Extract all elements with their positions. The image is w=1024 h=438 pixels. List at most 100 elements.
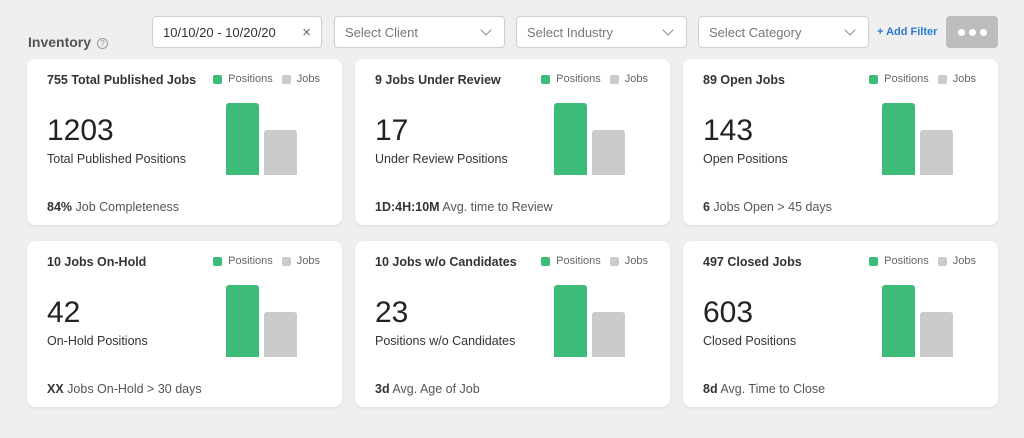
jobs-bar <box>592 312 625 357</box>
header: Inventory ? <box>28 34 109 50</box>
metric-card[interactable]: 497 Closed Jobs Positions Jobs 603 Close… <box>683 241 998 407</box>
card-title: 755 Total Published Jobs <box>47 73 197 87</box>
metric-value: 143 <box>703 114 754 147</box>
footnote-text: Avg. Age of Job <box>389 382 480 396</box>
metric-value: 23 <box>375 296 409 329</box>
metric-card[interactable]: 89 Open Jobs Positions Jobs 143 Open Pos… <box>683 59 998 225</box>
legend-jobs: Jobs <box>609 255 648 267</box>
metric-subtitle: Under Review Positions <box>375 152 508 166</box>
category-select-placeholder: Select Category <box>709 24 802 40</box>
positions-bar <box>226 103 259 175</box>
metric-footnote: 84% Job Completeness <box>47 200 179 214</box>
help-icon[interactable]: ? <box>97 37 109 49</box>
legend-label-jobs: Jobs <box>296 73 320 85</box>
jobs-bar <box>920 312 953 357</box>
add-filter-link[interactable]: + Add Filter <box>877 26 938 38</box>
category-select[interactable]: Select Category <box>698 16 869 48</box>
metric-card[interactable]: 9 Jobs Under Review Positions Jobs 17 Un… <box>355 59 670 225</box>
legend-swatch-jobs <box>937 74 947 84</box>
footnote-text: Avg. time to Review <box>439 200 553 214</box>
legend-swatch-positions <box>869 74 879 84</box>
metric-footnote: 3d Avg. Age of Job <box>375 382 480 396</box>
page-title: Inventory <box>28 34 92 50</box>
positions-bar <box>554 103 587 175</box>
legend-label-jobs: Jobs <box>624 73 648 85</box>
date-range-filter[interactable]: 10/10/20 - 10/20/20 × <box>152 16 322 48</box>
legend-jobs: Jobs <box>937 255 976 267</box>
legend-jobs: Jobs <box>609 73 648 85</box>
card-title: 10 Jobs w/o Candidates <box>375 255 517 269</box>
legend-label-jobs: Jobs <box>952 73 976 85</box>
positions-bar <box>882 285 915 357</box>
legend-label-positions: Positions <box>556 255 601 267</box>
industry-select[interactable]: Select Industry <box>516 16 687 48</box>
clear-icon[interactable]: × <box>302 23 311 41</box>
legend-jobs: Jobs <box>281 73 320 85</box>
metric-value: 1203 <box>47 114 114 147</box>
legend-label-jobs: Jobs <box>296 255 320 267</box>
legend-label-positions: Positions <box>228 255 273 267</box>
metric-subtitle: Closed Positions <box>703 334 797 348</box>
legend-jobs: Jobs <box>281 255 320 267</box>
more-options-button[interactable] <box>946 16 998 48</box>
legend-label-positions: Positions <box>884 255 929 267</box>
chart-legend: Positions Jobs <box>532 73 648 85</box>
client-select-placeholder: Select Client <box>345 24 418 40</box>
metric-subtitle: Total Published Positions <box>47 152 186 166</box>
card-title: 9 Jobs Under Review <box>375 73 501 87</box>
metric-subtitle: Open Positions <box>703 152 788 166</box>
positions-bar <box>226 285 259 357</box>
legend-swatch-jobs <box>937 256 947 266</box>
legend-jobs: Jobs <box>937 73 976 85</box>
legend-positions: Positions <box>213 255 273 267</box>
chart-legend: Positions Jobs <box>532 255 648 267</box>
legend-swatch-jobs <box>609 74 619 84</box>
legend-positions: Positions <box>213 73 273 85</box>
metric-footnote: 1D:4H:10M Avg. time to Review <box>375 200 553 214</box>
legend-label-jobs: Jobs <box>624 255 648 267</box>
legend-positions: Positions <box>541 73 601 85</box>
legend-swatch-positions <box>869 256 879 266</box>
legend-positions: Positions <box>541 255 601 267</box>
dot <box>979 28 987 36</box>
metric-value: 42 <box>47 296 81 329</box>
footnote-value: 6 <box>703 200 710 214</box>
legend-swatch-jobs <box>609 256 619 266</box>
industry-select-placeholder: Select Industry <box>527 24 613 40</box>
legend-swatch-positions <box>213 256 223 266</box>
metric-card[interactable]: 10 Jobs w/o Candidates Positions Jobs 23… <box>355 241 670 407</box>
footnote-value: 1D:4H:10M <box>375 200 440 214</box>
legend-swatch-positions <box>541 256 551 266</box>
date-range-value: 10/10/20 - 10/20/20 <box>163 24 276 40</box>
positions-bar <box>554 285 587 357</box>
metric-footnote: 8d Avg. Time to Close <box>703 382 825 396</box>
metric-value: 17 <box>375 114 409 147</box>
legend-swatch-positions <box>541 74 551 84</box>
metric-card[interactable]: 755 Total Published Jobs Positions Jobs … <box>27 59 342 225</box>
chart-legend: Positions Jobs <box>860 255 976 267</box>
legend-swatch-jobs <box>281 74 291 84</box>
footnote-value: 8d <box>703 382 718 396</box>
chevron-down-icon <box>480 24 492 36</box>
legend-label-positions: Positions <box>556 73 601 85</box>
card-title: 89 Open Jobs <box>703 73 785 87</box>
chevron-down-icon <box>662 24 674 36</box>
metric-footnote: 6 Jobs Open > 45 days <box>703 200 832 214</box>
metric-subtitle: Positions w/o Candidates <box>375 334 516 348</box>
client-select[interactable]: Select Client <box>334 16 505 48</box>
jobs-bar <box>264 130 297 175</box>
legend-label-positions: Positions <box>228 73 273 85</box>
positions-bar <box>882 103 915 175</box>
legend-label-positions: Positions <box>884 73 929 85</box>
card-title: 10 Jobs On-Hold <box>47 255 147 269</box>
legend-positions: Positions <box>869 73 929 85</box>
footnote-text: Jobs On-Hold > 30 days <box>63 382 202 396</box>
metric-subtitle: On-Hold Positions <box>47 334 148 348</box>
jobs-bar <box>264 312 297 357</box>
chart-legend: Positions Jobs <box>860 73 976 85</box>
legend-positions: Positions <box>869 255 929 267</box>
dot <box>968 28 976 36</box>
chevron-down-icon <box>844 24 856 36</box>
metric-card[interactable]: 10 Jobs On-Hold Positions Jobs 42 On-Hol… <box>27 241 342 407</box>
jobs-bar <box>592 130 625 175</box>
